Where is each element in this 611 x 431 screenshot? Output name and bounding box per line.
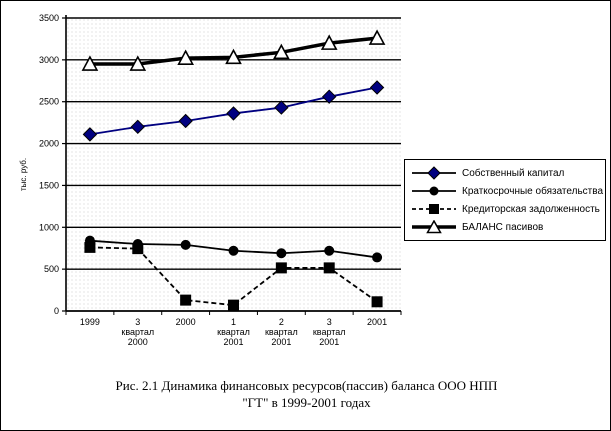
data-point-marker [82,127,98,142]
y-tick-label: 0 [54,306,59,316]
diamond-marker-icon [412,166,456,180]
data-point-marker [178,113,193,129]
x-tick-label: 2000 [176,317,196,327]
triangle-marker-icon [412,220,456,234]
data-point-marker [323,262,335,274]
data-point-marker [226,106,241,121]
chart-legend: Собственный капитал Краткосрочные обязат… [404,159,606,241]
legend-label: Собственный капитал [462,167,565,179]
data-point-marker [132,243,144,255]
x-tick-label: 2001 [367,317,387,327]
y-tick-label: 2000 [39,139,59,149]
y-axis-title: тыс. руб. [19,157,28,191]
y-tick-label: 3500 [39,13,59,23]
legend-label: Краткосрочные обязательства [462,185,604,197]
data-point-marker [274,100,289,115]
data-point-marker [228,299,239,311]
caption-line-1: Рис. 2.1 Динамика финансовых ресурсов(па… [115,378,498,393]
x-tick-label: 3 квартал 2000 [121,317,154,347]
square-marker-icon [412,204,456,214]
data-point-marker [180,239,191,250]
data-point-marker [177,49,194,65]
data-point-marker [228,245,239,256]
legend-item-accounts-payable: Кредиторская задолженность [405,202,605,216]
data-point-marker [371,296,383,308]
data-point-marker [84,241,96,253]
y-tick-label: 1000 [39,222,59,232]
data-point-marker [180,294,192,306]
caption-line-2: "ГТ" в 1999-2001 годах [242,395,371,410]
data-point-marker [369,80,385,95]
data-point-marker [81,55,99,71]
legend-item-equity: Собственный капитал [405,166,605,180]
legend-item-balance: БАЛАНС пасивов [405,220,605,234]
y-tick-label: 3000 [39,55,59,65]
x-tick-label: 2 квартал 2001 [265,317,298,347]
data-point-marker [320,34,338,50]
data-point-marker [276,248,287,259]
x-tick-label: 1 квартал 2001 [217,317,250,347]
data-point-marker [130,119,145,135]
x-tick-label: 1999 [80,317,100,327]
plot-background [66,18,401,311]
data-point-marker [368,29,386,45]
y-tick-label: 1500 [39,180,59,190]
circle-marker-icon [412,186,456,196]
series-line [89,246,378,307]
data-point-marker [225,48,242,65]
legend-item-short-term-liabilities: Краткосрочные обязательства [405,184,605,198]
figure-caption: Рис. 2.1 Динамика финансовых ресурсов(па… [1,377,611,411]
data-point-marker [273,43,290,60]
y-tick-label: 2500 [39,97,59,107]
data-point-marker [322,89,337,104]
data-point-marker [324,245,335,256]
line-chart: 3500 3000 2500 2000 1500 1000 500 0 1999 3 квартал… [1,1,431,371]
legend-label: Кредиторская задолженность [462,203,600,215]
data-point-marker [129,55,147,71]
data-point-marker [372,252,383,263]
y-tick-label: 500 [44,264,59,274]
chart-plot-svg: 3500 3000 2500 2000 1500 1000 500 0 1999 3 квартал… [39,13,402,347]
x-tick-label: 3 квартал 2001 [313,317,346,347]
data-point-marker [275,262,287,274]
legend-label: БАЛАНС пасивов [462,221,544,233]
